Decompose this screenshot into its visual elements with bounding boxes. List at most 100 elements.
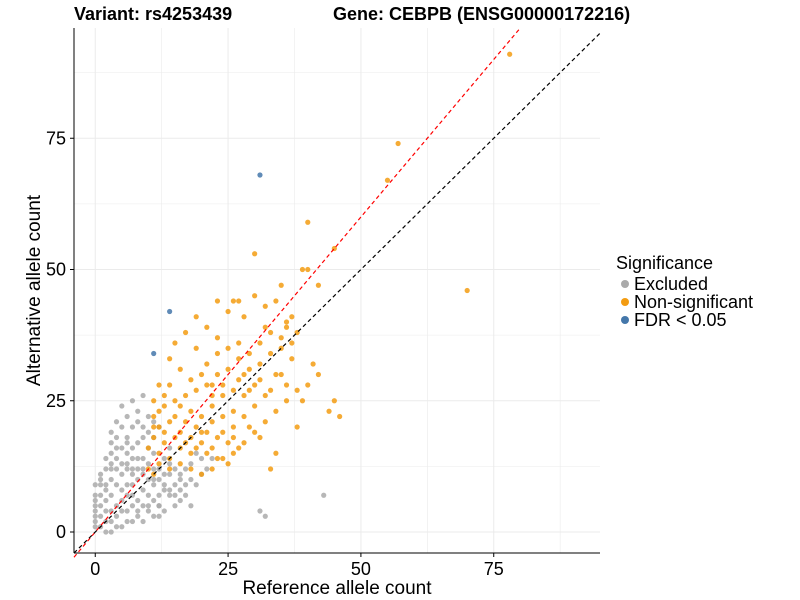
point-non-significant bbox=[193, 424, 199, 430]
point-non-significant bbox=[267, 350, 274, 357]
point-excluded bbox=[204, 466, 210, 472]
point-non-significant bbox=[241, 371, 247, 378]
point-excluded bbox=[151, 419, 157, 425]
point-excluded bbox=[113, 513, 120, 519]
legend-label-excluded: Excluded bbox=[634, 273, 709, 294]
point-excluded bbox=[140, 518, 146, 525]
point-excluded bbox=[103, 482, 109, 488]
point-excluded bbox=[113, 524, 120, 530]
point-excluded bbox=[151, 450, 157, 456]
point-excluded bbox=[129, 518, 136, 525]
point-excluded bbox=[113, 503, 120, 509]
x-tick-label: 25 bbox=[218, 559, 238, 579]
point-excluded bbox=[103, 487, 109, 493]
point-excluded bbox=[140, 471, 146, 477]
point-excluded bbox=[108, 429, 114, 435]
point-excluded bbox=[145, 461, 151, 467]
point-excluded bbox=[124, 466, 130, 472]
point-excluded bbox=[124, 450, 130, 456]
point-excluded bbox=[161, 508, 167, 514]
y-tick-label: 0 bbox=[56, 522, 66, 542]
point-non-significant bbox=[225, 345, 231, 351]
point-excluded bbox=[92, 508, 98, 514]
point-non-significant bbox=[257, 340, 263, 346]
point-non-significant bbox=[161, 429, 167, 435]
point-excluded bbox=[167, 492, 173, 498]
point-excluded bbox=[108, 466, 114, 472]
point-excluded bbox=[108, 461, 114, 467]
point-excluded bbox=[119, 524, 125, 530]
point-non-significant bbox=[273, 298, 279, 304]
point-excluded bbox=[156, 513, 162, 519]
point-non-significant bbox=[257, 361, 263, 367]
point-non-significant bbox=[257, 377, 263, 383]
point-non-significant bbox=[220, 413, 226, 420]
point-non-significant bbox=[294, 387, 300, 393]
point-non-significant bbox=[156, 382, 162, 388]
point-non-significant bbox=[299, 398, 306, 404]
point-non-significant bbox=[230, 387, 236, 393]
point-non-significant bbox=[267, 387, 274, 393]
point-non-significant bbox=[310, 361, 316, 367]
point-non-significant bbox=[156, 408, 162, 414]
point-excluded bbox=[140, 424, 146, 430]
point-non-significant bbox=[236, 298, 242, 304]
point-non-significant bbox=[167, 382, 173, 388]
point-non-significant bbox=[182, 392, 189, 399]
point-non-significant bbox=[230, 298, 236, 304]
reference-line-red-dashed bbox=[73, 27, 521, 558]
point-excluded bbox=[124, 482, 130, 488]
point-non-significant bbox=[289, 340, 295, 346]
title-gene: Gene: CEBPB (ENSG00000172216) bbox=[333, 4, 631, 24]
y-axis-label: Alternative allele count bbox=[24, 194, 45, 386]
point-non-significant bbox=[241, 440, 247, 446]
point-excluded bbox=[167, 445, 173, 451]
legend-label-fdr: FDR < 0.05 bbox=[634, 309, 727, 330]
data-points bbox=[92, 51, 513, 535]
point-non-significant bbox=[257, 434, 263, 441]
point-non-significant bbox=[151, 398, 157, 404]
point-non-significant bbox=[236, 377, 242, 383]
point-excluded bbox=[151, 466, 157, 472]
point-non-significant bbox=[252, 251, 258, 257]
point-excluded bbox=[97, 492, 104, 498]
point-excluded bbox=[182, 492, 189, 498]
point-excluded bbox=[119, 424, 125, 430]
point-non-significant bbox=[315, 371, 322, 378]
point-non-significant bbox=[209, 419, 215, 425]
point-excluded bbox=[108, 492, 114, 498]
point-excluded bbox=[151, 476, 157, 483]
point-non-significant bbox=[193, 445, 199, 451]
point-non-significant bbox=[220, 392, 226, 399]
point-non-significant bbox=[167, 419, 173, 425]
point-non-significant bbox=[241, 413, 247, 420]
point-non-significant bbox=[151, 424, 157, 430]
point-non-significant bbox=[326, 408, 332, 414]
point-non-significant bbox=[236, 445, 242, 451]
point-excluded bbox=[119, 403, 125, 409]
point-non-significant bbox=[188, 450, 194, 456]
point-non-significant bbox=[267, 466, 274, 472]
point-excluded bbox=[92, 503, 98, 509]
point-non-significant bbox=[156, 424, 162, 430]
point-non-significant bbox=[177, 461, 183, 467]
point-excluded bbox=[129, 445, 136, 451]
point-non-significant bbox=[177, 366, 183, 372]
point-non-significant bbox=[384, 177, 391, 183]
point-non-significant bbox=[337, 413, 343, 420]
point-non-significant bbox=[193, 314, 199, 320]
point-excluded bbox=[188, 461, 194, 467]
point-non-significant bbox=[204, 324, 210, 330]
point-non-significant bbox=[262, 303, 268, 309]
legend: Significance Excluded Non-significant FD… bbox=[616, 253, 753, 330]
x-tick-label: 75 bbox=[484, 559, 504, 579]
point-excluded bbox=[119, 471, 125, 477]
point-non-significant bbox=[395, 140, 401, 147]
point-non-significant bbox=[273, 371, 279, 378]
point-excluded bbox=[140, 434, 146, 441]
point-excluded bbox=[103, 455, 109, 462]
point-excluded bbox=[119, 445, 125, 451]
x-tick-label: 50 bbox=[351, 559, 371, 579]
point-non-significant bbox=[278, 282, 284, 288]
